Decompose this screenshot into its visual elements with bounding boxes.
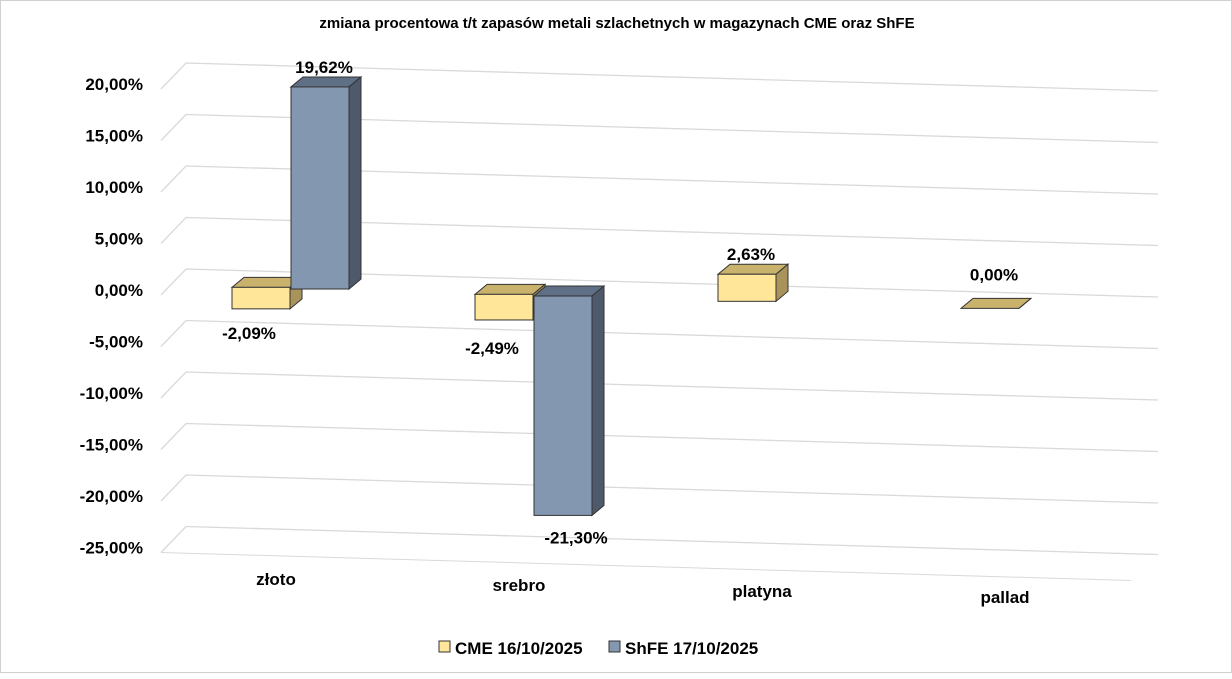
gridline	[160, 62, 1159, 92]
bar-cme-0	[230, 276, 304, 310]
bar-shfe-0	[289, 75, 363, 291]
data-label: 2,63%	[727, 245, 775, 264]
bar-front-face	[533, 295, 593, 516]
data-label: -21,30%	[544, 528, 607, 547]
legend-swatch	[608, 640, 621, 653]
y-tick-label: -15,00%	[80, 436, 143, 455]
x-tick-label: pallad	[980, 588, 1029, 607]
y-tick-label: -25,00%	[80, 539, 143, 558]
bar-side-face	[1018, 297, 1032, 309]
x-tick-label: srebro	[493, 576, 546, 595]
legend-swatch	[438, 640, 451, 653]
legend-label: ShFE 17/10/2025	[625, 639, 758, 658]
gridline	[160, 474, 1159, 504]
x-tick-label: platyna	[732, 582, 792, 601]
gridline	[160, 165, 1159, 195]
data-label: -2,49%	[465, 339, 519, 358]
y-tick-label: -5,00%	[89, 333, 143, 352]
bar-front-face	[717, 273, 777, 302]
y-tick-label: 15,00%	[85, 127, 143, 146]
bar-side-face	[591, 284, 605, 517]
bar-cme-3	[959, 297, 1033, 309]
gridline	[160, 319, 1159, 350]
gridline	[160, 216, 1159, 247]
x-tick-label: złoto	[256, 570, 296, 589]
gridline	[160, 113, 1159, 144]
floor-edge	[160, 552, 1132, 581]
y-tick-label: 20,00%	[85, 75, 143, 94]
bar-front-face	[231, 286, 291, 310]
data-label: 0,00%	[970, 265, 1018, 284]
gridline	[160, 525, 1159, 556]
y-tick-label: -10,00%	[80, 384, 143, 403]
bar-side-face	[348, 75, 362, 291]
bar-cme-2	[716, 263, 790, 303]
bar-shfe-1	[532, 284, 606, 517]
data-label: -2,09%	[222, 324, 276, 343]
y-tick-label: 10,00%	[85, 178, 143, 197]
chart-title: zmiana procentowa t/t zapasów metali szl…	[319, 15, 914, 32]
gridline	[160, 268, 1159, 298]
gridline	[160, 422, 1159, 453]
bar-front-face	[474, 293, 534, 321]
data-label: 19,62%	[295, 58, 353, 77]
legend-label: CME 16/10/2025	[455, 639, 583, 658]
y-tick-label: 5,00%	[95, 230, 143, 249]
bar-front-face	[290, 86, 350, 290]
gridline	[160, 371, 1159, 401]
y-tick-label: 0,00%	[95, 281, 143, 300]
y-tick-label: -20,00%	[80, 487, 143, 506]
